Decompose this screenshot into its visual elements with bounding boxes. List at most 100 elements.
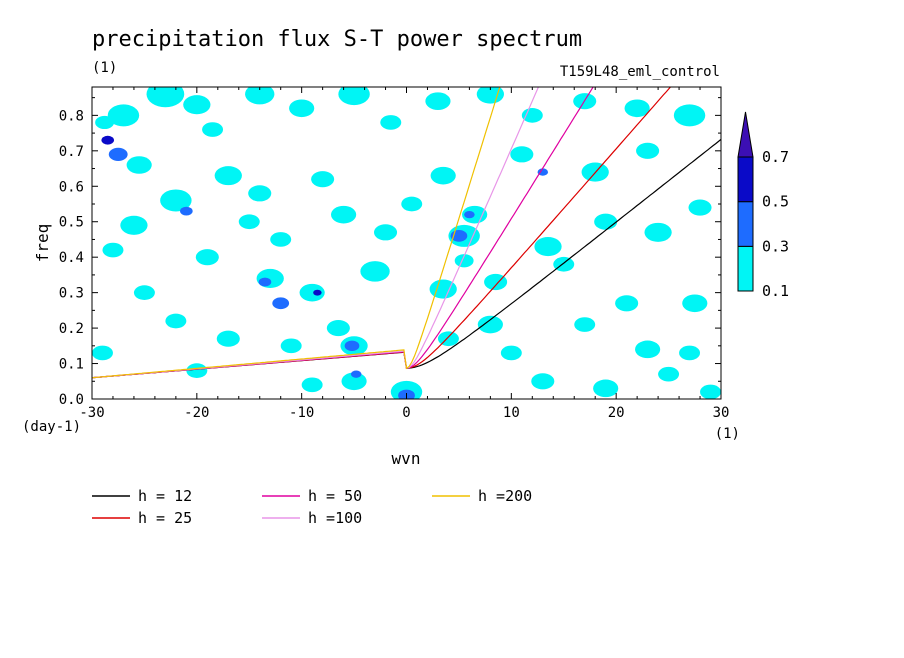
run-label: T159L48_eml_control [560, 64, 720, 80]
contour-patch-level-1 [380, 115, 402, 130]
x-unit-label: (1) [715, 426, 740, 442]
contour-patch-level-1 [280, 338, 302, 354]
y-tick-label: 0.3 [59, 286, 84, 302]
contour-patch-level-1 [658, 366, 680, 382]
contour-patch-level-1 [688, 199, 712, 216]
y-tick-label: 0.7 [59, 144, 84, 160]
x-tick-label: -20 [184, 405, 209, 421]
contour-patch-level-1 [238, 214, 260, 230]
legend-item: h =100 [262, 509, 362, 527]
contour-patch-level-1 [326, 320, 350, 337]
contour-patch-level-1 [500, 345, 522, 361]
contour-patch-level-1 [401, 196, 423, 212]
contour-patch-level-1 [644, 222, 672, 242]
x-axis: -30 -20 -10 0 10 20 30 [79, 87, 729, 421]
contour-patch-level-1 [425, 92, 451, 110]
dispersion-curves [92, 87, 721, 379]
legend-item: h = 12 [92, 487, 192, 505]
y-tick-label: 0.4 [59, 250, 84, 266]
contour-patch-level-2 [344, 340, 360, 351]
contour-patch-level-1 [454, 254, 474, 268]
contour-patch-level-3 [101, 135, 115, 145]
colorbar-extend-arrow [737, 111, 754, 158]
colorbar-level-label: 0.5 [762, 193, 789, 211]
colorbar-segment-3 [737, 156, 754, 203]
contour-patch-level-1 [624, 99, 650, 118]
y-tick-label: 0.1 [59, 357, 84, 373]
contour-patch-level-1 [429, 279, 457, 299]
contour-patch-level-1 [331, 205, 357, 224]
legend-label: h = 12 [138, 487, 192, 505]
contour-patch-level-1 [183, 95, 211, 115]
units-label: (1) [92, 60, 117, 76]
dispersion-curve-h12 [92, 138, 721, 379]
contour-patch-level-1 [195, 249, 219, 266]
contour-patch-level-2 [537, 168, 549, 176]
contour-patch-level-1 [338, 87, 370, 106]
contour-patch-level-1 [270, 232, 292, 247]
colorbar-segment-2 [737, 201, 754, 247]
y-tick-label: 0.0 [59, 392, 84, 408]
contour-patches [92, 87, 721, 399]
contour-patch-level-1 [216, 330, 240, 347]
contour-patch-level-1 [341, 372, 367, 391]
contour-patch-level-1 [126, 156, 152, 174]
contour-patch-level-1 [521, 108, 543, 123]
contour-patch-level-1 [635, 340, 661, 359]
contour-patch-level-1 [92, 345, 113, 361]
contour-patch-level-1 [133, 285, 155, 300]
contour-patch-level-1 [484, 273, 508, 291]
contour-patch-level-1 [682, 294, 708, 313]
contour-patch-level-2 [180, 206, 193, 216]
contour-patch-level-1 [107, 104, 140, 127]
contour-patch-level-1 [700, 384, 721, 399]
chart-title: precipitation flux S-T power spectrum [92, 27, 582, 52]
contour-patch-level-1 [120, 215, 148, 235]
x-tick-label: 0 [402, 405, 410, 421]
legend-item: h =200 [432, 487, 532, 505]
contour-patch-level-1 [248, 185, 272, 202]
contour-patch-level-1 [476, 87, 504, 104]
y-tick-label: 0.8 [59, 108, 84, 124]
y-unit-label: (day-1) [22, 419, 81, 435]
colorbar-level-label: 0.3 [762, 237, 789, 255]
contour-patch-level-1 [165, 313, 187, 329]
contour-patch-level-1 [289, 99, 315, 118]
legend: h = 12 h = 25 h = 50 h =100 h =200 [92, 487, 532, 527]
x-tick-label: 20 [608, 405, 625, 421]
x-axis-label: wvn [392, 449, 421, 468]
contour-patch-level-1 [311, 171, 335, 188]
legend-item: h = 50 [262, 487, 362, 505]
legend-item: h = 25 [92, 509, 192, 527]
contour-patch-level-1 [679, 345, 701, 361]
contour-patch-level-1 [360, 261, 390, 282]
y-axis: 0.0 0.1 0.2 0.3 0.4 0.5 0.6 0.7 0.8 [59, 97, 721, 408]
contour-patch-level-2 [350, 370, 362, 378]
contour-patch-level-1 [245, 87, 275, 105]
legend-label: h =200 [478, 487, 532, 505]
contour-patch-level-1 [160, 189, 192, 212]
contour-patch-level-1 [299, 283, 325, 302]
contour-patch-level-1 [102, 242, 124, 258]
contour-patch-level-2 [464, 210, 475, 219]
contour-patch-level-1 [636, 142, 660, 159]
y-tick-label: 0.6 [59, 179, 84, 195]
dispersion-curve-h100 [92, 87, 540, 379]
contour-patch-level-1 [593, 379, 619, 398]
contour-patch-level-1 [574, 317, 596, 332]
x-tick-label: -10 [289, 405, 314, 421]
contour-patch-level-3 [313, 289, 322, 296]
dispersion-curve-h200 [92, 87, 501, 379]
legend-label: h = 50 [308, 487, 362, 505]
legend-label: h = 25 [138, 509, 192, 527]
y-tick-label: 0.5 [59, 215, 84, 231]
colorbar: 0.1 0.3 0.5 0.7 [737, 111, 789, 300]
contour-patch-level-1 [374, 224, 398, 241]
y-tick-label: 0.2 [59, 321, 84, 337]
contour-patch-level-1 [186, 363, 208, 378]
dispersion-curve-h50 [92, 87, 594, 379]
y-axis-label: freq [33, 224, 52, 263]
contour-patch-level-2 [272, 297, 290, 310]
colorbar-level-label: 0.7 [762, 148, 789, 166]
